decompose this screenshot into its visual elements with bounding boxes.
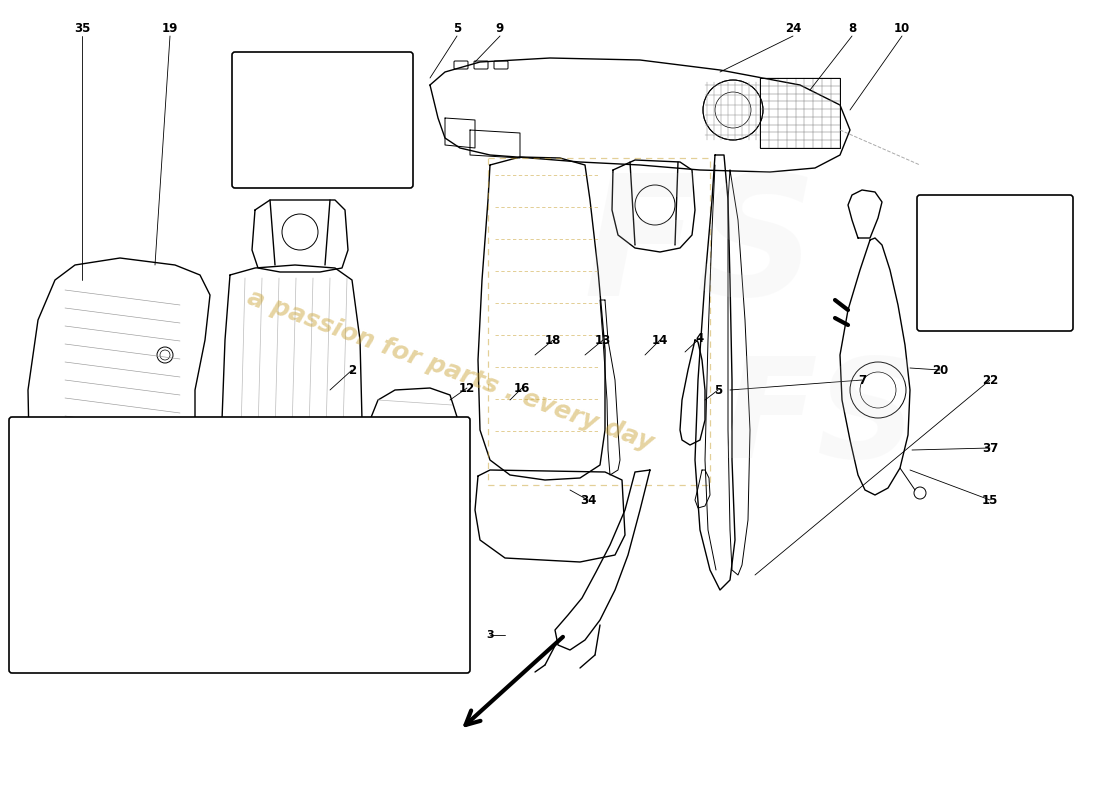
Text: 7: 7 [858, 374, 866, 386]
Text: FS: FS [583, 169, 817, 331]
Text: 33: 33 [1030, 222, 1046, 234]
Text: a passion for parts . every day: a passion for parts . every day [244, 285, 657, 455]
FancyBboxPatch shape [474, 61, 488, 69]
Text: 5: 5 [453, 22, 461, 34]
Text: 3: 3 [486, 630, 494, 640]
Text: 26: 26 [275, 430, 290, 440]
Text: 21: 21 [99, 494, 116, 506]
Text: 29: 29 [397, 430, 412, 440]
Text: 31: 31 [330, 430, 345, 440]
Text: 19: 19 [162, 22, 178, 34]
Text: 27: 27 [361, 477, 376, 487]
Text: 30: 30 [108, 453, 122, 463]
Circle shape [703, 80, 763, 140]
Text: 5: 5 [714, 383, 722, 397]
Text: FS: FS [723, 353, 917, 487]
Text: 12: 12 [459, 382, 475, 394]
FancyBboxPatch shape [232, 52, 412, 188]
Text: 10: 10 [293, 513, 308, 523]
FancyBboxPatch shape [9, 417, 470, 673]
Circle shape [437, 430, 447, 440]
Text: 4: 4 [696, 331, 704, 345]
Circle shape [157, 347, 173, 363]
Text: 25: 25 [77, 430, 92, 440]
Circle shape [260, 585, 270, 595]
Text: 36: 36 [387, 625, 403, 635]
Text: 20: 20 [932, 363, 948, 377]
Text: 14: 14 [652, 334, 668, 346]
Text: 23: 23 [152, 494, 168, 506]
Text: 10: 10 [894, 22, 910, 34]
Circle shape [90, 585, 100, 595]
Text: USA, CDN, AUS: USA, CDN, AUS [189, 654, 289, 666]
Text: 16: 16 [514, 382, 530, 394]
FancyBboxPatch shape [494, 61, 508, 69]
Text: 17: 17 [342, 627, 358, 637]
Text: 33: 33 [1030, 222, 1046, 234]
Text: 32: 32 [257, 71, 273, 85]
Text: 31: 31 [47, 463, 63, 473]
Text: 1: 1 [227, 494, 235, 506]
Text: 18: 18 [544, 334, 561, 346]
Text: 6: 6 [48, 494, 56, 506]
Text: 9: 9 [56, 580, 64, 590]
Text: 11: 11 [439, 625, 454, 635]
Text: USA, CDN, AUS: USA, CDN, AUS [275, 66, 370, 76]
Text: 28: 28 [293, 537, 308, 547]
Text: 29: 29 [138, 430, 153, 440]
Text: 35: 35 [74, 22, 90, 34]
Text: 28: 28 [53, 605, 68, 615]
Text: 30: 30 [383, 453, 397, 463]
Text: 24: 24 [784, 22, 801, 34]
Text: 8: 8 [848, 22, 856, 34]
Text: 2: 2 [348, 363, 356, 377]
Text: 13: 13 [595, 334, 612, 346]
Text: 15: 15 [982, 494, 998, 506]
Text: 37: 37 [982, 442, 998, 454]
Text: 34: 34 [580, 494, 596, 506]
FancyBboxPatch shape [917, 195, 1072, 331]
Text: 27: 27 [77, 485, 92, 495]
Text: 22: 22 [982, 374, 998, 386]
Text: 9: 9 [496, 22, 504, 34]
FancyBboxPatch shape [454, 61, 467, 69]
